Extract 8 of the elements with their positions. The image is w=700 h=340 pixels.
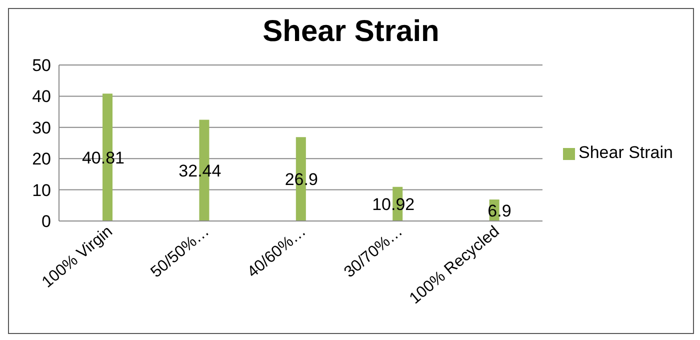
chart-title: Shear Strain xyxy=(262,14,440,50)
y-tick-label: 20 xyxy=(32,150,51,169)
y-tick-label: 0 xyxy=(42,212,51,232)
legend-label: Shear Strain xyxy=(578,143,673,162)
y-tick-label: 10 xyxy=(32,180,51,200)
y-tick-label: 50 xyxy=(32,56,51,76)
y-tick-label: 40 xyxy=(32,87,51,106)
y-tick-label: 30 xyxy=(32,118,51,138)
